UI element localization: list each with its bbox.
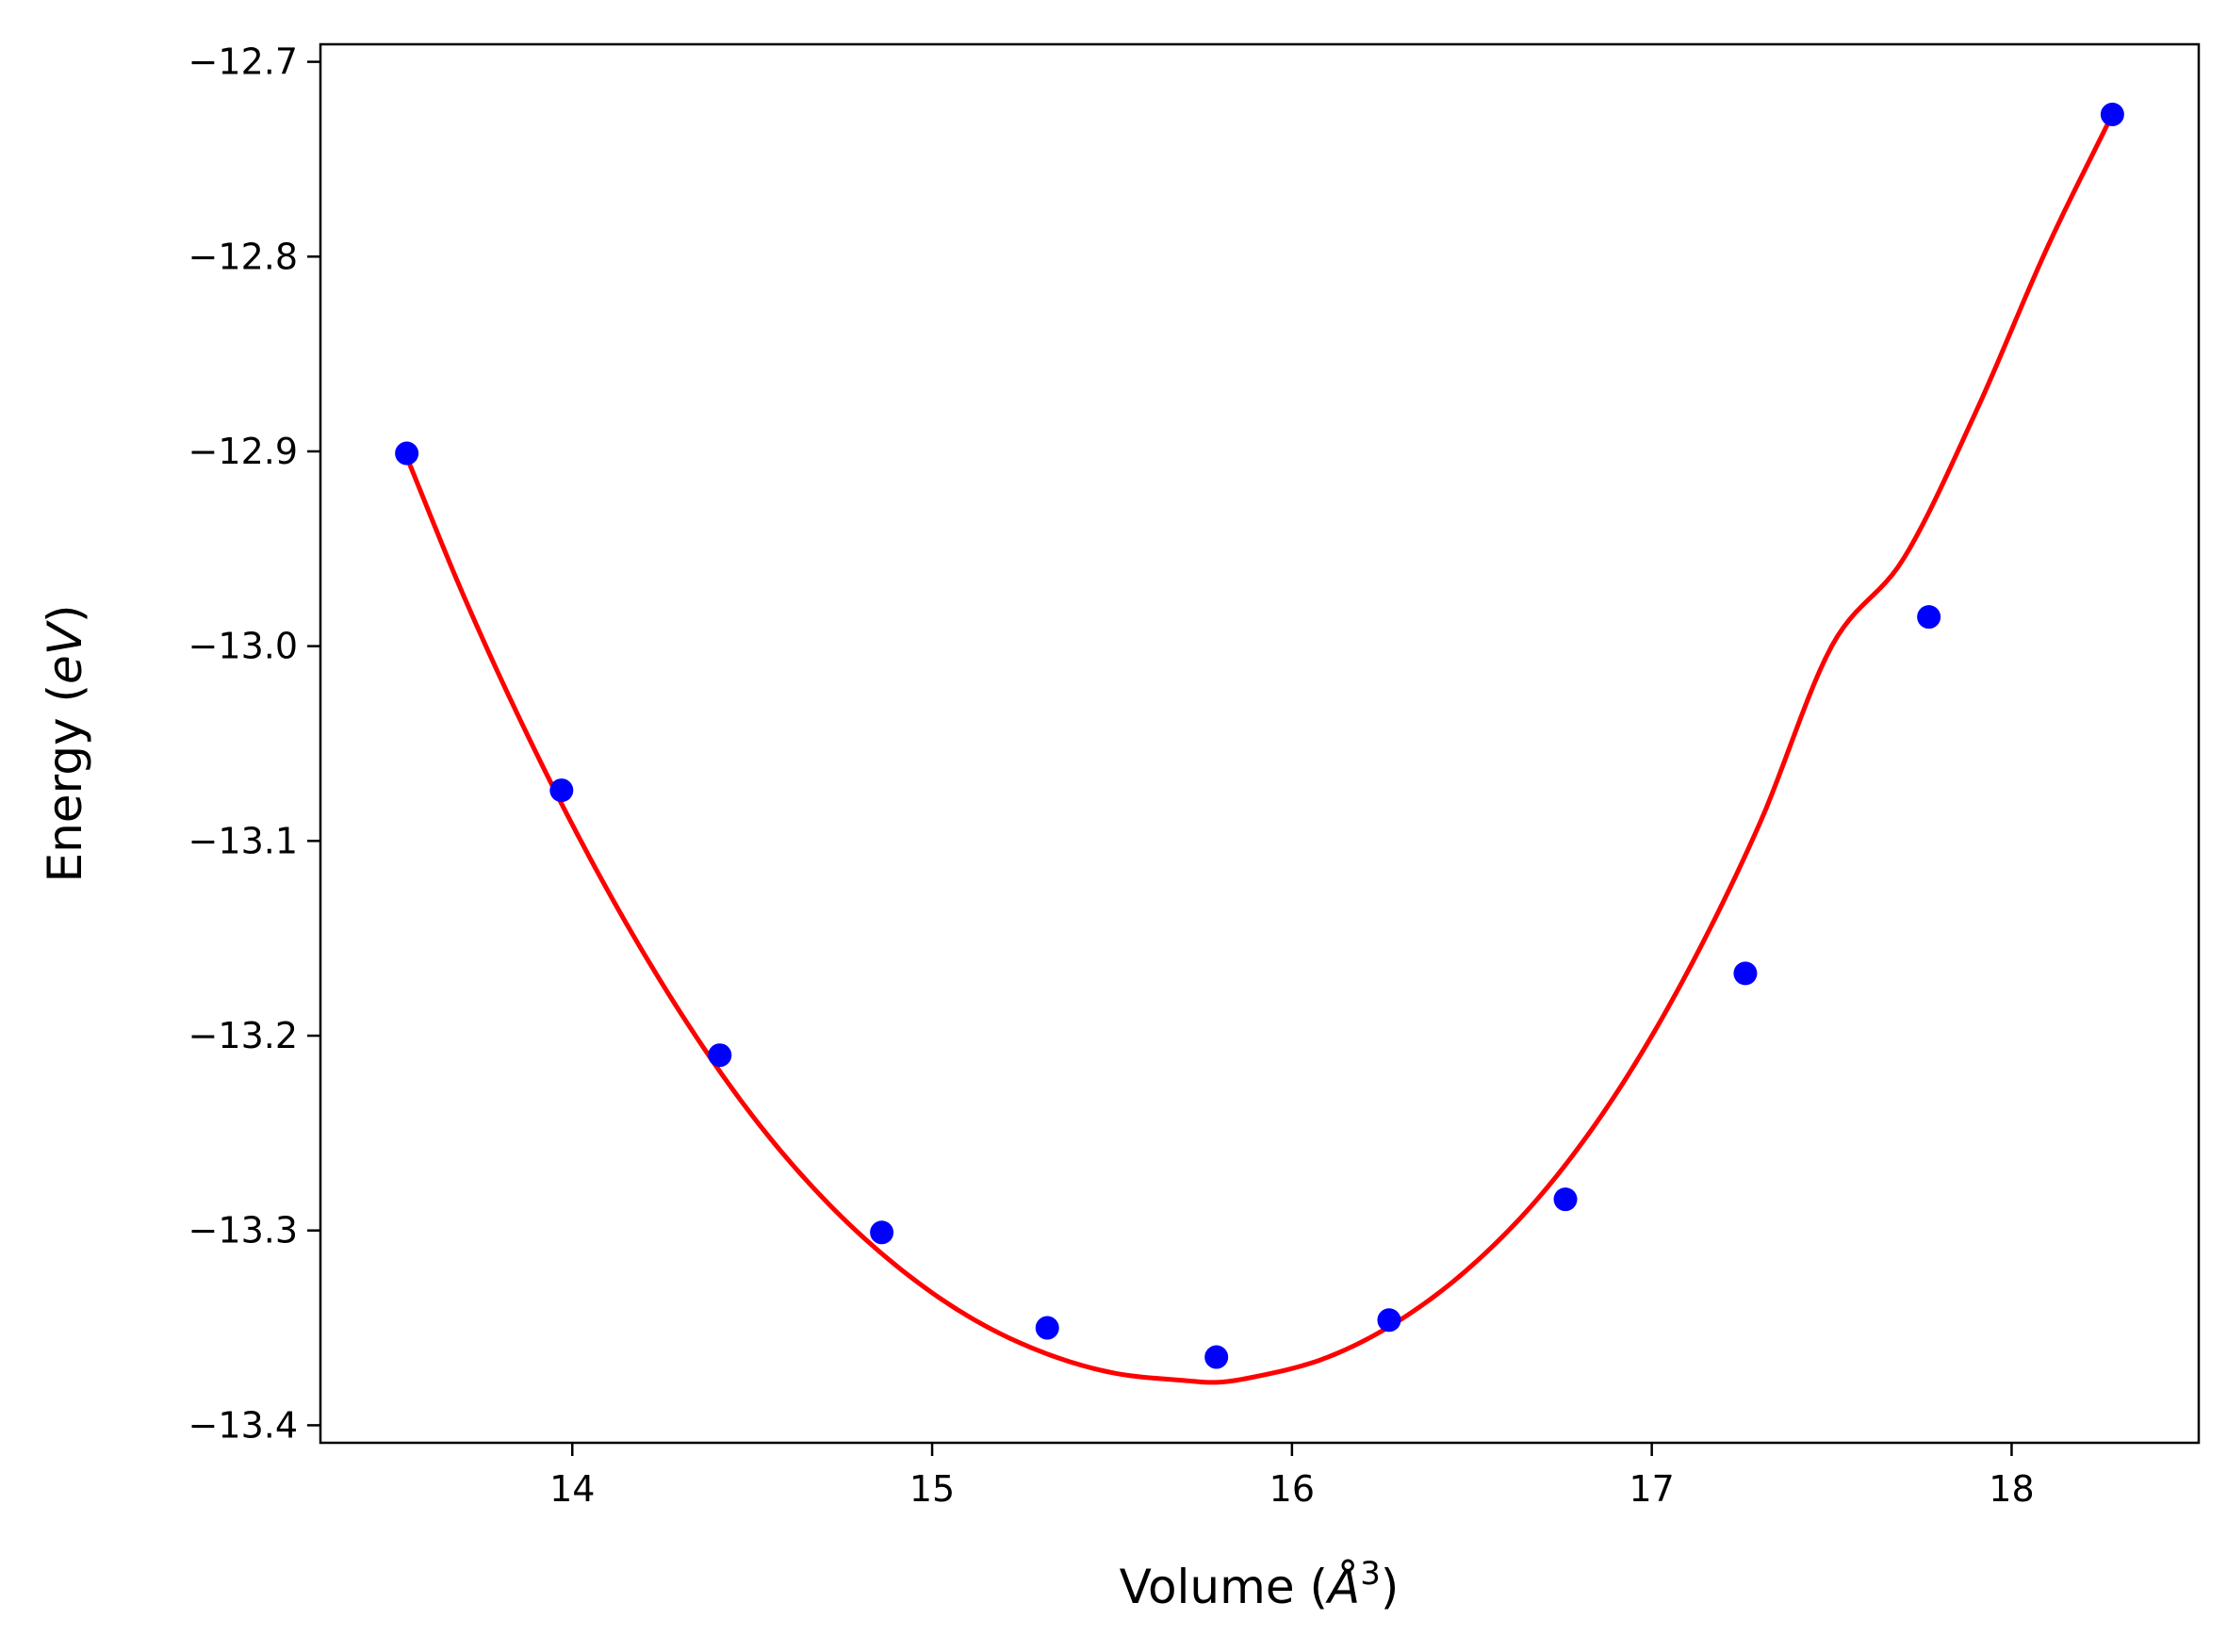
data-point [1553, 1187, 1578, 1212]
y-tick-label: −12.7 [188, 41, 298, 83]
x-tick-label: 15 [909, 1468, 955, 1510]
plot-area [395, 102, 2124, 1385]
y-tick-label: −13.2 [188, 1015, 298, 1056]
y-tick-label: −13.0 [188, 626, 298, 667]
x-tick-label: 16 [1269, 1468, 1315, 1510]
plot-frame [319, 42, 2201, 1445]
y-tick-label: −12.9 [188, 431, 298, 472]
x-axis-label: Volume (Å3) [1120, 1555, 1400, 1614]
data-point [1733, 961, 1758, 986]
data-point [870, 1220, 894, 1245]
data-point [2100, 102, 2124, 126]
y-tick-label: −13.1 [188, 820, 298, 861]
data-point [1377, 1308, 1401, 1333]
data-point [1917, 605, 1941, 630]
data-point [395, 441, 419, 466]
data-point [549, 778, 574, 803]
data-point [1204, 1345, 1229, 1369]
y-tick-label: −13.4 [188, 1404, 298, 1446]
x-tick-label: 18 [1989, 1468, 2034, 1510]
y-tick-label: −13.3 [188, 1210, 298, 1251]
data-point [708, 1043, 732, 1068]
x-tick-label: 17 [1629, 1468, 1674, 1510]
data-point [1035, 1316, 1059, 1340]
x-tick-label: 14 [549, 1468, 595, 1510]
y-tick-label: −12.8 [188, 236, 298, 277]
fit-curve-line [404, 113, 2115, 1385]
axis-ticks: 14 15 16 17 18 −12.7 −12.8 −12.9 −13.0 −13.1 −13.2… [188, 41, 2035, 1510]
y-axis-label: Energy (eV) [38, 605, 92, 883]
